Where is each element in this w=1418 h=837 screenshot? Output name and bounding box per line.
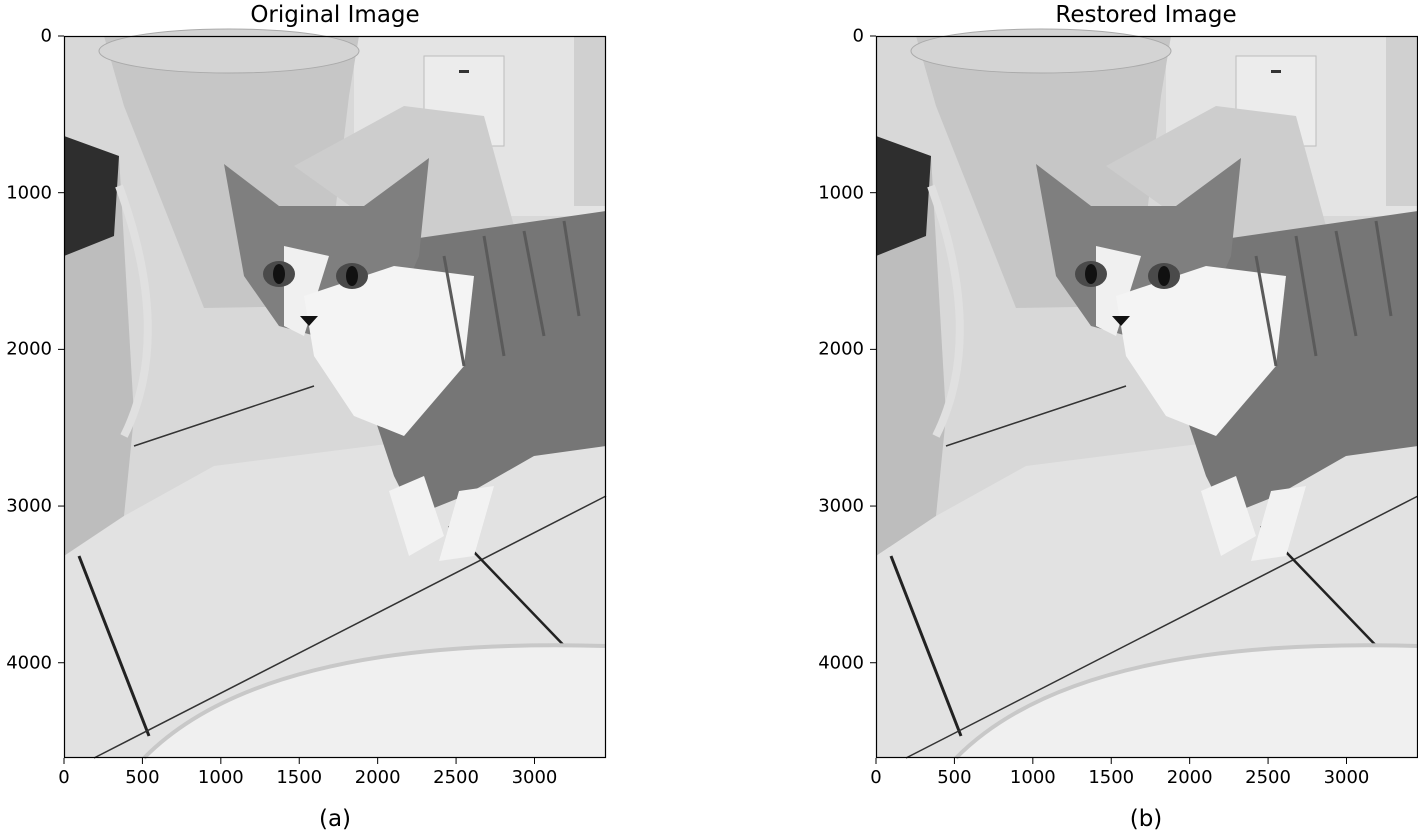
y-tick-label: 2000 (6, 338, 52, 360)
x-tick-marks (63, 758, 535, 764)
panel-title: Original Image (250, 2, 420, 28)
y-tick-label: 4000 (6, 652, 52, 674)
x-tick-label: 500 (125, 767, 160, 788)
x-tick-label: 1500 (1088, 767, 1135, 788)
y-tick-marks (58, 35, 64, 664)
panel-caption: (a) (318, 806, 352, 832)
panel-caption: (b) (1129, 806, 1163, 832)
x-tick-label: 2500 (1245, 767, 1291, 788)
axes-frame (63, 35, 607, 759)
x-tick-label: 2000 (354, 767, 401, 788)
x-tick-label: 2500 (433, 767, 479, 788)
x-tick-label: 0 (58, 767, 70, 788)
y-tick-label: 0 (40, 25, 52, 47)
y-tick-label: 1000 (818, 182, 864, 204)
y-tick-label: 4000 (818, 652, 864, 674)
x-tick-marks (875, 758, 1347, 764)
y-tick-label: 2000 (818, 338, 864, 360)
x-tick-label: 2000 (1166, 767, 1213, 788)
y-tick-marks (870, 35, 876, 664)
panel-title: Restored Image (1055, 2, 1237, 28)
x-tick-label: 1000 (197, 767, 244, 788)
x-tick-label: 1500 (276, 767, 323, 788)
cat-photo (64, 28, 607, 760)
cat-photo (876, 28, 1418, 760)
x-tick-label: 1000 (1009, 767, 1056, 788)
y-tick-label: 1000 (6, 182, 52, 204)
x-tick-label: 3000 (1323, 767, 1370, 788)
image-plot (58, 28, 607, 764)
x-tick-label: 0 (870, 767, 882, 788)
x-tick-label: 500 (937, 767, 972, 788)
x-tick-label: 3000 (511, 767, 558, 788)
y-tick-label: 0 (852, 25, 864, 47)
image-plot (870, 28, 1418, 764)
y-tick-label: 3000 (818, 495, 864, 517)
y-tick-label: 3000 (6, 495, 52, 517)
